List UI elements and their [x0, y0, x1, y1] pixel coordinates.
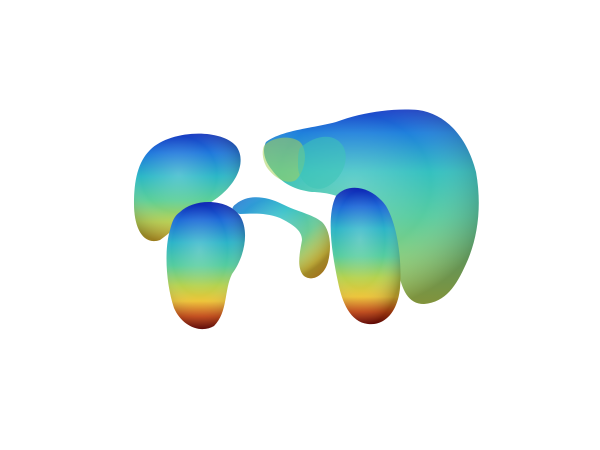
right-kidney[interactable]: [330, 187, 401, 325]
spleen[interactable]: [134, 133, 241, 242]
pancreas[interactable]: [232, 197, 330, 279]
left-kidney[interactable]: [166, 201, 246, 330]
